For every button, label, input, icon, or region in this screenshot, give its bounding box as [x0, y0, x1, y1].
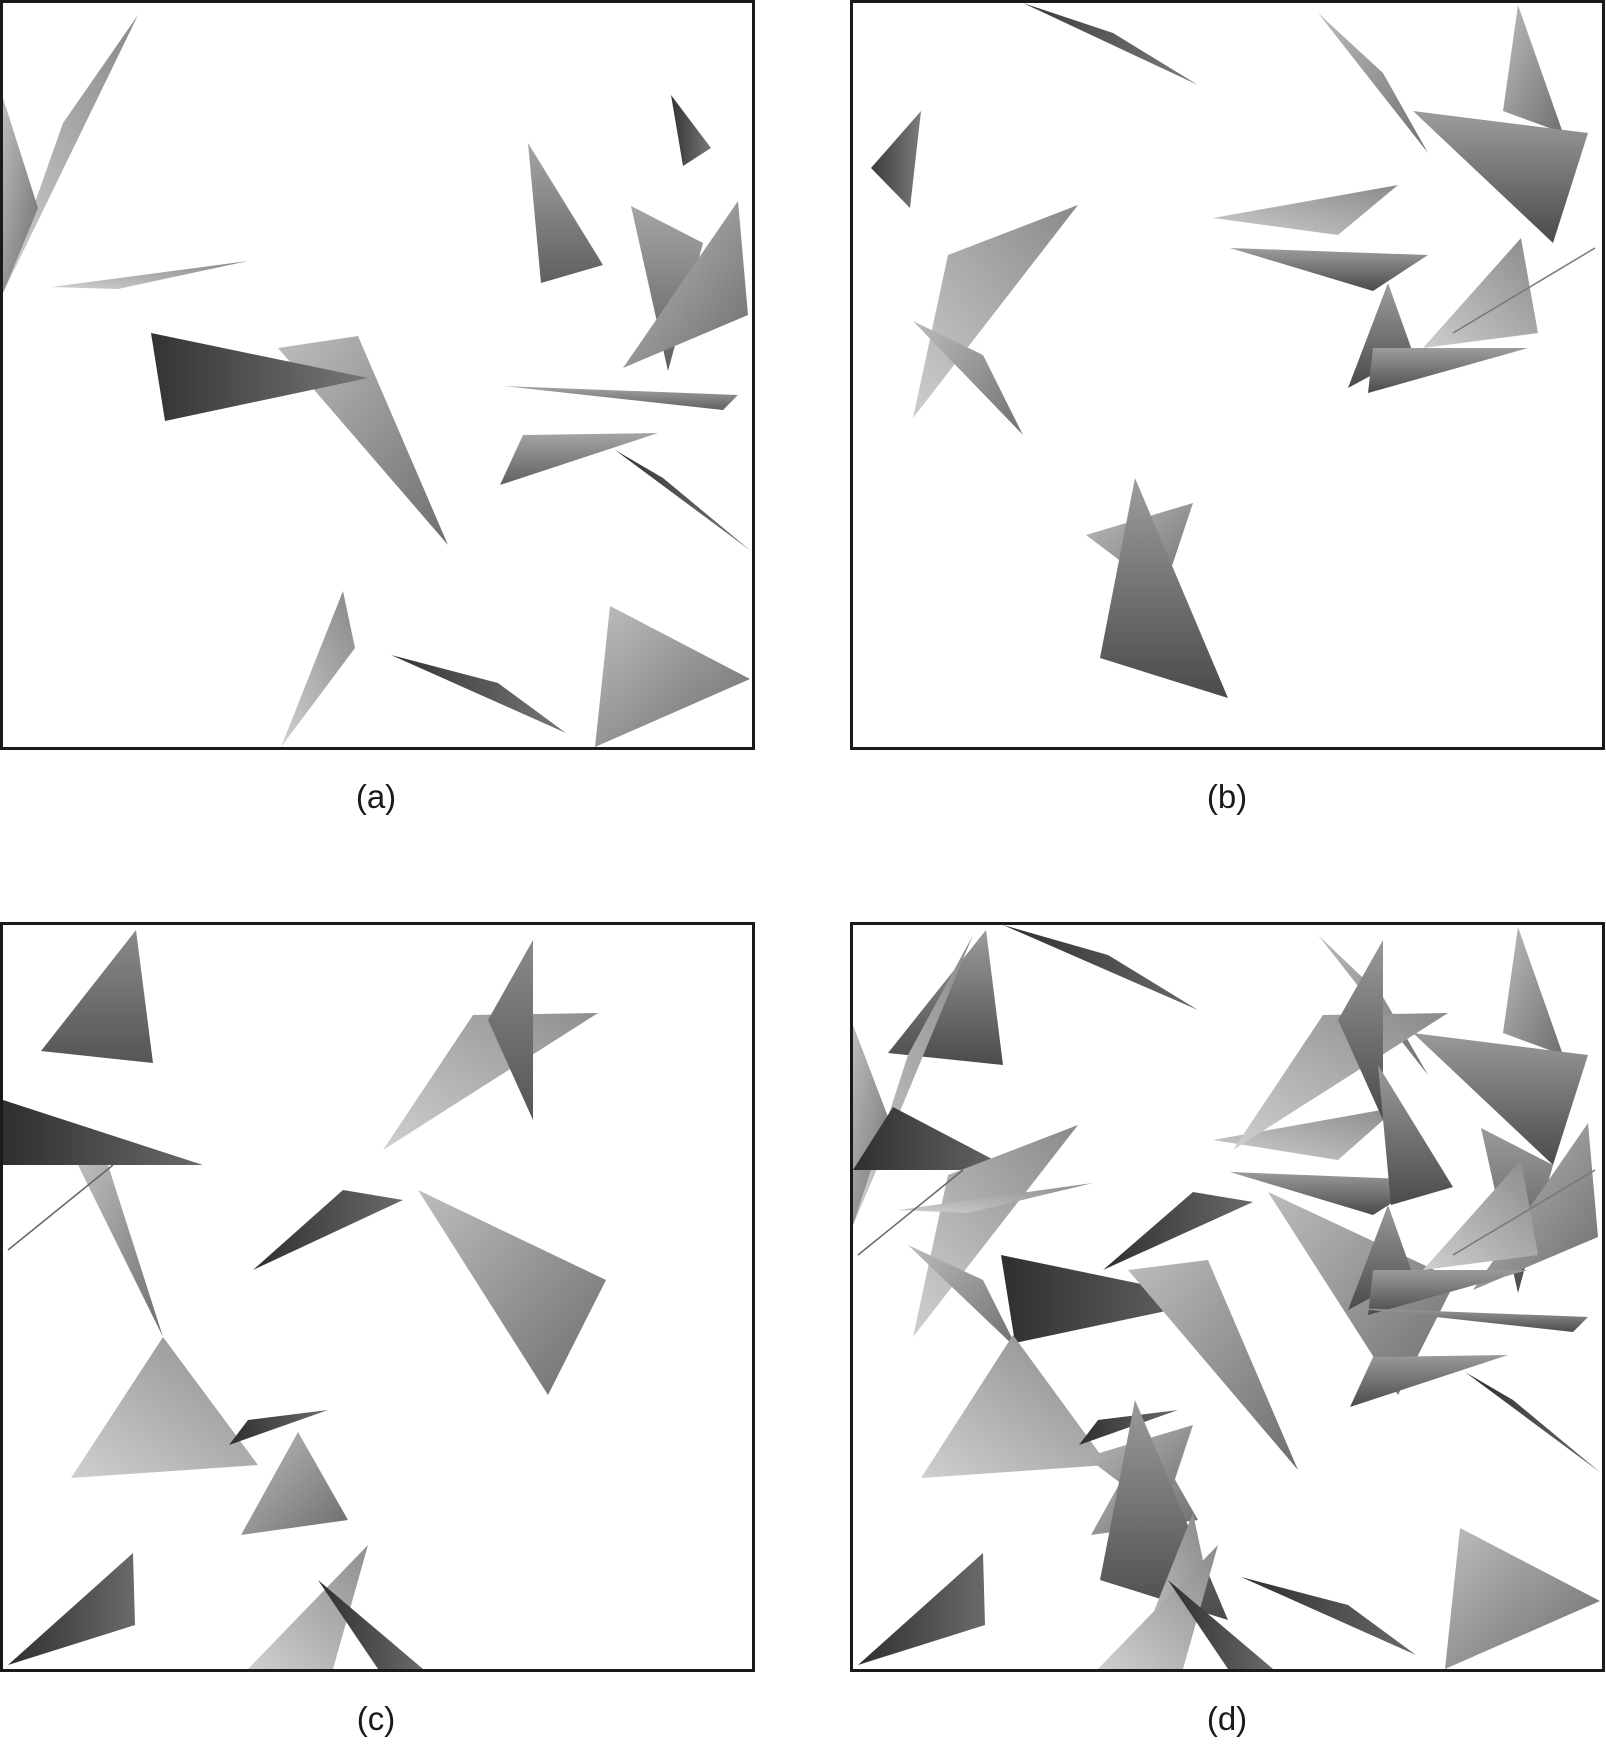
caption-c: (c) [356, 1700, 396, 1737]
triangle [1423, 238, 1538, 348]
panel-a-canvas [3, 15, 751, 747]
triangle [853, 1107, 1013, 1170]
triangle [1241, 1577, 1416, 1655]
caption-d: (d) [1206, 1700, 1248, 1737]
triangle [418, 1190, 606, 1395]
panel-c [0, 922, 755, 1672]
triangle [871, 111, 921, 208]
triangle [41, 930, 153, 1063]
triangle [1098, 1545, 1218, 1669]
triangle [1079, 1410, 1178, 1445]
triangle [1100, 478, 1228, 698]
panel-b-canvas [871, 3, 1596, 698]
triangle [1230, 248, 1428, 291]
panel-b [850, 0, 1605, 750]
triangle [921, 1335, 1108, 1478]
triangle [1445, 1528, 1600, 1669]
thin-line [1452, 247, 1596, 334]
triangle [913, 321, 1023, 435]
triangle [853, 1025, 893, 1225]
triangle [281, 591, 355, 747]
triangle [503, 386, 738, 410]
triangle [1168, 1580, 1273, 1669]
triangle [898, 1183, 1093, 1213]
triangle [3, 98, 38, 293]
triangle [623, 201, 748, 368]
triangle [151, 333, 368, 421]
triangle [1368, 1270, 1528, 1315]
triangle [71, 1337, 258, 1478]
triangle [3, 1100, 203, 1165]
triangle [3, 15, 138, 293]
panel-a [0, 0, 755, 750]
triangle [1353, 1308, 1588, 1332]
triangle [528, 143, 603, 283]
triangle [1368, 348, 1528, 393]
triangle [913, 205, 1078, 418]
triangle [1230, 1172, 1428, 1215]
triangle [500, 433, 658, 485]
triangle [241, 1432, 348, 1535]
thin-line [1452, 1169, 1596, 1256]
triangle [1378, 1065, 1453, 1205]
triangle [595, 606, 750, 747]
triangle [858, 1553, 985, 1665]
thin-line [857, 1169, 964, 1256]
triangle [1003, 925, 1198, 1010]
triangle [1213, 185, 1398, 235]
triangle [631, 206, 703, 371]
triangle [908, 1245, 1018, 1350]
triangle [1413, 1033, 1588, 1165]
triangle [1213, 1107, 1398, 1160]
caption-b: (b) [1206, 778, 1248, 815]
triangle [278, 336, 448, 545]
triangle [1413, 111, 1588, 243]
triangle [1503, 5, 1563, 133]
triangle [1350, 1355, 1508, 1407]
triangle [1023, 3, 1198, 85]
triangle [1128, 1260, 1298, 1470]
triangle [391, 655, 566, 733]
triangle [8, 1553, 135, 1665]
triangle [229, 1410, 328, 1445]
triangle [1338, 940, 1383, 1120]
triangle [1465, 1372, 1601, 1473]
triangle [615, 450, 751, 551]
triangle [1503, 927, 1563, 1055]
triangle [671, 95, 711, 166]
thin-line [7, 1164, 114, 1251]
caption-a: (a) [355, 778, 397, 815]
triangle [488, 940, 533, 1120]
triangle [1001, 1255, 1218, 1343]
triangle [51, 261, 248, 289]
triangle [253, 1190, 403, 1270]
panel-d-canvas [853, 925, 1601, 1669]
triangle [318, 1580, 423, 1669]
triangle [78, 1165, 163, 1337]
panel-c-canvas [3, 930, 606, 1669]
triangle [383, 1013, 598, 1150]
triangle [248, 1545, 368, 1669]
panel-d [850, 922, 1605, 1672]
triangle [1423, 1160, 1538, 1270]
triangle [1233, 1013, 1448, 1150]
triangle [1318, 13, 1428, 153]
triangle [1103, 1192, 1253, 1270]
